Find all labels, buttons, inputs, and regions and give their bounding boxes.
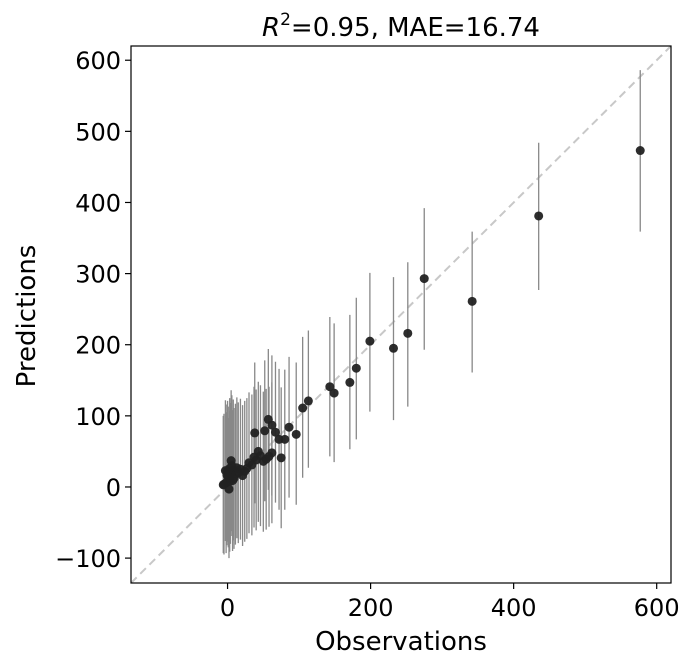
y-tick-label: 600: [75, 47, 121, 75]
y-tick-label: 0: [106, 474, 121, 502]
data-point: [284, 422, 294, 432]
data-point: [226, 456, 236, 466]
data-point: [274, 434, 284, 444]
x-axis-label: Observations: [315, 627, 487, 657]
y-tick-label: 300: [75, 261, 121, 289]
data-point: [291, 429, 301, 439]
plot-frame: [130, 45, 672, 584]
data-point: [220, 466, 230, 476]
title-r: R: [262, 13, 280, 43]
data-point: [270, 427, 280, 437]
data-point: [365, 336, 375, 346]
x-tick-label: 200: [348, 594, 394, 622]
data-point: [329, 388, 339, 398]
y-axis-label: Predictions: [12, 245, 42, 388]
data-point: [298, 403, 308, 413]
y-tick-label: 100: [75, 403, 121, 431]
y-tick-label: 400: [75, 189, 121, 217]
data-point: [325, 382, 335, 392]
identity-line-layer: [131, 46, 671, 583]
x-tick-label: 0: [220, 594, 235, 622]
y-tick-label: 500: [75, 118, 121, 146]
data-point: [250, 428, 260, 438]
data-point: [419, 274, 429, 284]
data-point: [303, 396, 313, 406]
chart-title: R2=0.95, MAE=16.74: [262, 10, 540, 43]
data-point: [467, 296, 477, 306]
data-point: [534, 211, 544, 221]
point-layer: [218, 146, 645, 494]
data-point: [218, 480, 228, 490]
x-tick-label: 400: [491, 594, 537, 622]
errorbar-layer: [222, 70, 641, 559]
identity-line: [131, 46, 671, 583]
x-axis-ticks: 0 200 400 600: [220, 583, 680, 622]
data-point: [276, 453, 286, 463]
data-point: [403, 328, 413, 338]
y-axis-ticks: −100 0 100 200 300 400 500 600: [55, 47, 131, 573]
data-point: [345, 377, 355, 387]
y-tick-label: −100: [55, 545, 121, 573]
data-point: [351, 363, 361, 373]
x-tick-label: 600: [634, 594, 680, 622]
data-point: [388, 343, 398, 353]
data-point: [263, 414, 273, 424]
y-tick-label: 200: [75, 332, 121, 360]
title-metrics: =0.95, MAE=16.74: [291, 13, 540, 43]
data-point: [260, 426, 270, 436]
title-superscript: 2: [280, 10, 291, 30]
data-point: [635, 146, 645, 156]
